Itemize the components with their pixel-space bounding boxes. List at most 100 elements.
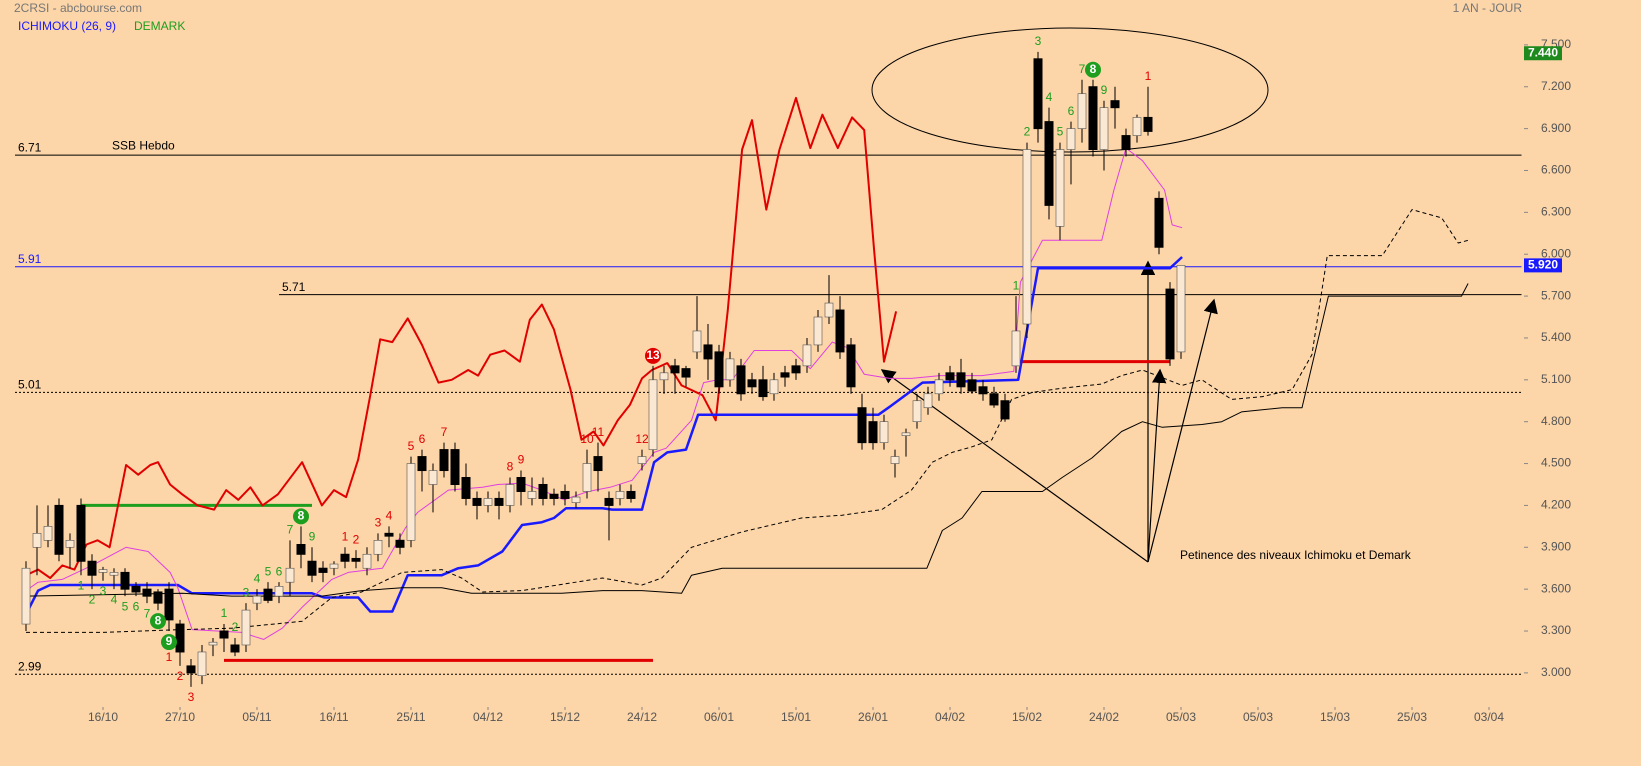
demark-count: 6 [276,564,283,578]
candle-body [505,484,515,506]
y-tick-label: 3.600 [1541,581,1571,595]
y-tick-label: 3.900 [1541,539,1571,553]
candle-body [868,421,878,444]
x-tick-label: 15/03 [1320,710,1350,724]
demark-count: 1 [1013,278,1020,292]
demark-count: 10 [580,432,594,446]
demark-count: 4 [386,509,393,523]
candle-body [571,496,581,503]
candle-body [626,490,636,499]
candle-body [659,372,669,381]
candle-body [428,470,438,485]
y-tick-label: 3.000 [1541,665,1571,679]
candle-body [43,526,53,541]
x-tick-label: 16/11 [319,710,348,724]
demark-count: 7 [1079,62,1086,76]
candle-body [296,544,306,555]
candle-body [945,372,955,381]
candle-body [384,532,394,537]
level-label: 5.91 [18,252,42,266]
candle-body [329,563,339,569]
candle-body [219,630,229,639]
candle-body [241,609,251,646]
candle-body [593,456,603,472]
demark-count: 9 [1101,83,1108,97]
demark-count: 4 [111,592,118,606]
candle-body [813,316,823,346]
candle-body [1033,58,1043,130]
level-label: 5.01 [18,378,42,392]
candle-body [1099,107,1109,150]
x-tick-label: 16/10 [88,710,118,724]
demark-count: 5 [265,564,272,578]
candle-body [956,372,966,388]
candle-body [879,421,889,443]
candle-body [890,456,900,464]
candle-body [362,553,372,569]
candle-body [1022,149,1032,325]
demark-count: 8 [507,460,514,474]
level-label: 5.71 [282,280,306,294]
demark-count: 2 [232,620,239,634]
demark-count: 1 [221,606,228,620]
price-badge [1524,258,1562,273]
demark-count: 9 [166,634,173,648]
count-badge [293,508,309,525]
candle-body [1154,197,1164,248]
candle-body [142,588,152,597]
y-tick-label: 5.700 [1541,288,1571,302]
candle-body [87,560,97,576]
candle-body [252,595,262,604]
candle-body [274,586,284,597]
demark-count: 7 [287,522,294,536]
candle-body [307,560,317,576]
candle-body [131,585,141,593]
candle-body [395,539,405,548]
demark-count: 2 [1024,125,1031,139]
candle-body [230,644,240,653]
demark-count: 3 [1035,34,1042,48]
candle-body [76,504,86,562]
demark-count: 2 [89,592,96,606]
x-tick-label: 15/12 [550,710,580,724]
price-badge [1524,46,1562,61]
demark-count: 7 [441,425,448,439]
x-tick-label: 03/04 [1474,710,1504,724]
demark-count: 6 [133,599,140,613]
candle-body [1011,330,1021,367]
demark-count: 3 [188,690,195,704]
price-badge-label: 7.440 [1528,45,1558,59]
candle-body [670,365,680,374]
candle-body [846,344,856,388]
chart-title: 2CRSI - abcbourse.com [14,1,142,15]
demark-count: 5 [122,599,129,613]
x-tick-label: 04/02 [935,710,965,724]
candle-body [769,379,779,395]
demark-count: 2 [177,669,184,683]
demark-count: 1 [78,578,85,592]
demark-count: 4 [254,571,261,585]
y-tick-label: 6.600 [1541,163,1571,177]
candle-body [263,588,273,601]
candle-body [406,463,416,541]
candle-body [32,533,42,548]
candle-body [197,651,207,676]
candle-body [1055,149,1065,227]
demark-count: 8 [155,613,162,627]
count-badge [150,613,166,630]
candle-body [1088,86,1098,151]
x-tick-label: 24/02 [1089,710,1119,724]
demark-count: 3 [243,585,250,599]
indicator-line [25,283,1469,597]
candle-body [857,407,867,444]
candle-body [1044,121,1054,206]
candle-body [164,588,174,621]
candle-body [472,497,482,506]
x-tick-label: 25/03 [1397,710,1427,724]
x-tick-label: 15/02 [1012,710,1042,724]
candle-body [186,665,196,674]
arrow [1147,298,1218,563]
candle-body [681,368,691,378]
demark-count: 1 [166,650,173,664]
